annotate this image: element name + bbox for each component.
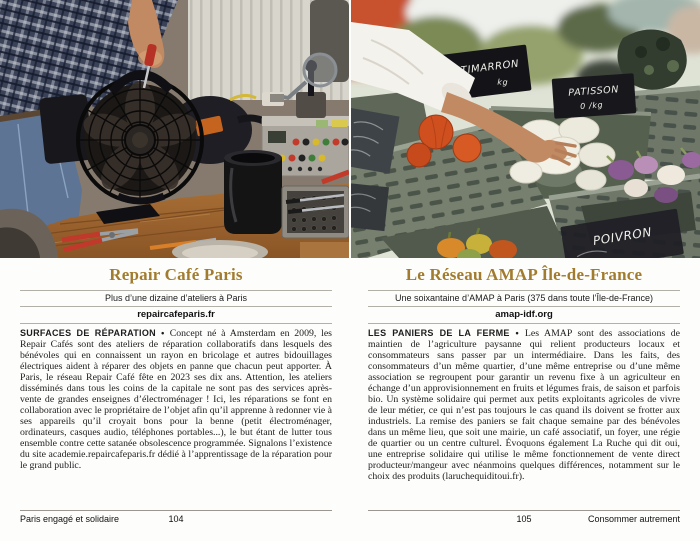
- rule: [20, 323, 332, 324]
- rule: [368, 306, 680, 307]
- page-right: POTIMARRON kg PATISSON 0 /kg POIVRON: [350, 0, 700, 541]
- right-article-lead: LES PANIERS DE LA FERME: [368, 328, 510, 338]
- page-left: Repair Café Paris Plus d’une dizaine d’a…: [0, 0, 350, 524]
- right-article-url: amap-idf.org: [495, 309, 553, 320]
- screwdriver-handle: [144, 43, 157, 67]
- right-page-footer: 105 Consommer autrement: [368, 510, 680, 524]
- page-number-right: 105: [516, 514, 532, 524]
- machine-top-right: [310, 0, 349, 82]
- right-article-text: Les AMAP sont des associations de mainti…: [368, 328, 680, 482]
- pliers: [61, 228, 217, 253]
- baby-eggplants: [606, 147, 700, 203]
- chalkboard-left: [351, 107, 400, 174]
- left-article-subtitle: Plus d’une dizaine d’ateliers à Paris: [104, 293, 248, 303]
- foreground-person-shadow: [0, 227, 40, 258]
- fan-foot: [96, 204, 160, 224]
- market-stall-illustration: POTIMARRON kg PATISSON 0 /kg POIVRON: [351, 0, 700, 258]
- chapter-label-right: Consommer autrement: [587, 514, 680, 524]
- left-article-header: Repair Café Paris Plus d’une dizaine d’a…: [0, 265, 350, 324]
- peppers: [437, 227, 517, 258]
- footer-spacer: [184, 514, 332, 524]
- lead-bullet: •: [515, 328, 519, 338]
- rule: [20, 290, 332, 291]
- sign-patisson: PATISSON 0 /kg: [551, 73, 637, 119]
- rule: [368, 290, 680, 291]
- red-screwdriver: [321, 169, 349, 185]
- left-article-text: Concept né à Amsterdam en 2009, les Repa…: [20, 328, 332, 471]
- left-article-bodywrap: SURFACES DE RÉPARATION • Concept né à Am…: [0, 328, 350, 471]
- right-article-bodywrap: LES PANIERS DE LA FERME • Les AMAP sont …: [350, 328, 700, 482]
- sign-potimarron-price: kg: [497, 78, 508, 87]
- fan: [76, 70, 204, 205]
- sign-patisson-label: PATISSON: [568, 84, 619, 99]
- right-article-subtitle: Une soixantaine d’AMAP à Paris (375 dans…: [395, 293, 653, 303]
- sign-poivron: POIVRON: [560, 208, 684, 258]
- rule: [368, 323, 680, 324]
- power-supply: [261, 60, 349, 177]
- left-page-footer: Paris engagé et solidaire 104: [20, 510, 332, 524]
- left-article-url: repaircafeparis.fr: [137, 309, 215, 320]
- wooden-board: [300, 242, 349, 258]
- screwdriver-shaft: [142, 65, 151, 89]
- hand-with-screwdriver: [118, 0, 170, 89]
- left-article-lead: SURFACES DE RÉPARATION: [20, 328, 156, 338]
- footer-spacer: [368, 514, 516, 524]
- black-pitcher: [224, 150, 282, 234]
- left-article-title: Repair Café Paris: [109, 265, 243, 284]
- leafy-greens: [617, 29, 687, 90]
- customer-arm: [351, 22, 581, 166]
- chapter-label-left: Paris engagé et solidaire: [20, 514, 120, 524]
- lead-bullet: •: [161, 328, 165, 338]
- right-article-body: LES PANIERS DE LA FERME • Les AMAP sont …: [368, 328, 680, 482]
- page-number-left: 104: [168, 514, 184, 524]
- rule: [20, 306, 332, 307]
- sign-patisson-price: 0 /kg: [580, 100, 604, 111]
- footer-rule: [368, 510, 680, 511]
- repair-workshop-illustration: [0, 0, 349, 258]
- photo-repair-workshop: [0, 0, 349, 258]
- photo-market-stall: POTIMARRON kg PATISSON 0 /kg POIVRON: [351, 0, 700, 258]
- right-article-title: Le Réseau AMAP Île-de-France: [405, 265, 643, 284]
- right-article-header: Le Réseau AMAP Île-de-France Une soixant…: [350, 265, 700, 324]
- left-article-body: SURFACES DE RÉPARATION • Concept né à Am…: [20, 328, 332, 471]
- toolbox-bits: [281, 185, 349, 239]
- footer-rule: [20, 510, 332, 511]
- magnifier-helper: [270, 52, 338, 102]
- metal-pan-inner: [182, 245, 258, 258]
- lever-base: [296, 92, 326, 118]
- chalkboard-left-lower: [351, 182, 389, 232]
- fan-handle: [108, 70, 174, 95]
